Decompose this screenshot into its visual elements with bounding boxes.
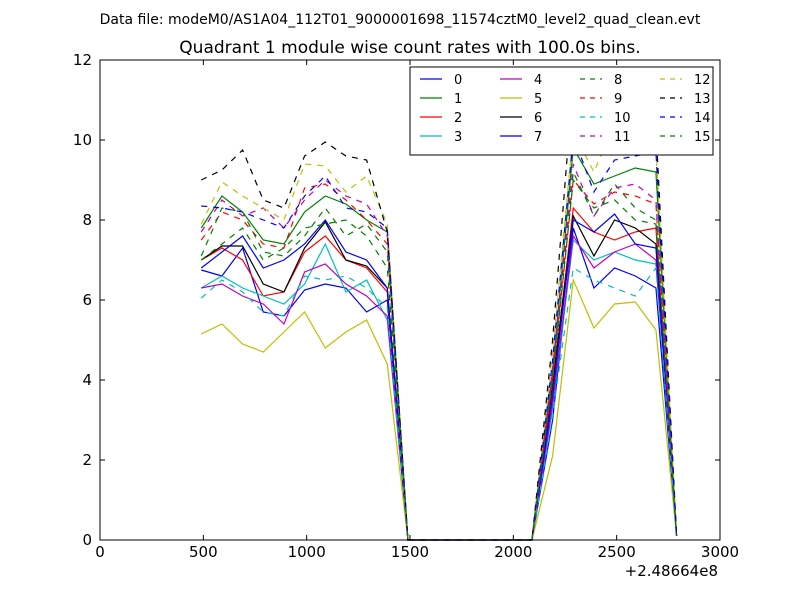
legend-label-7: 7 <box>534 130 542 145</box>
x-tick-label-1500: 1500 <box>391 543 429 561</box>
legend-label-12: 12 <box>694 73 711 88</box>
chart-suptitle: Data file: modeM0/AS1A04_112T01_90000016… <box>100 12 701 28</box>
legend-label-2: 2 <box>454 111 462 126</box>
legend-label-5: 5 <box>534 92 542 107</box>
legend-label-13: 13 <box>694 92 711 107</box>
legend-box <box>409 66 714 156</box>
x-axis-offset-label: +2.48664e8 <box>625 562 718 580</box>
y-tick-label-0: 0 <box>82 531 92 549</box>
legend-label-10: 10 <box>614 111 631 126</box>
legend-label-3: 3 <box>454 130 462 145</box>
legend-label-11: 11 <box>614 130 631 145</box>
y-tick-label-12: 12 <box>73 51 92 69</box>
legend-label-4: 4 <box>534 73 542 88</box>
y-tick-label-4: 4 <box>82 371 92 389</box>
series-line-12 <box>200 122 678 541</box>
chart-title: Quadrant 1 module wise count rates with … <box>179 38 640 58</box>
y-tick-label-6: 6 <box>82 291 92 309</box>
legend-label-1: 1 <box>454 92 462 107</box>
legend-label-6: 6 <box>534 111 542 126</box>
legend-label-14: 14 <box>694 111 711 126</box>
x-tick-label-2500: 2500 <box>598 543 636 561</box>
x-tick-label-1000: 1000 <box>288 543 326 561</box>
x-tick-label-3000: 3000 <box>701 543 739 561</box>
y-tick-label-10: 10 <box>73 131 92 149</box>
x-tick-label-0: 0 <box>95 543 105 561</box>
x-tick-label-2000: 2000 <box>494 543 532 561</box>
x-tick-label-500: 500 <box>189 543 218 561</box>
legend-label-8: 8 <box>614 73 622 88</box>
legend-label-15: 15 <box>694 130 711 145</box>
y-tick-label-2: 2 <box>82 451 92 469</box>
legend-label-0: 0 <box>454 73 462 88</box>
legend-label-9: 9 <box>614 92 622 107</box>
y-tick-label-8: 8 <box>82 211 92 229</box>
